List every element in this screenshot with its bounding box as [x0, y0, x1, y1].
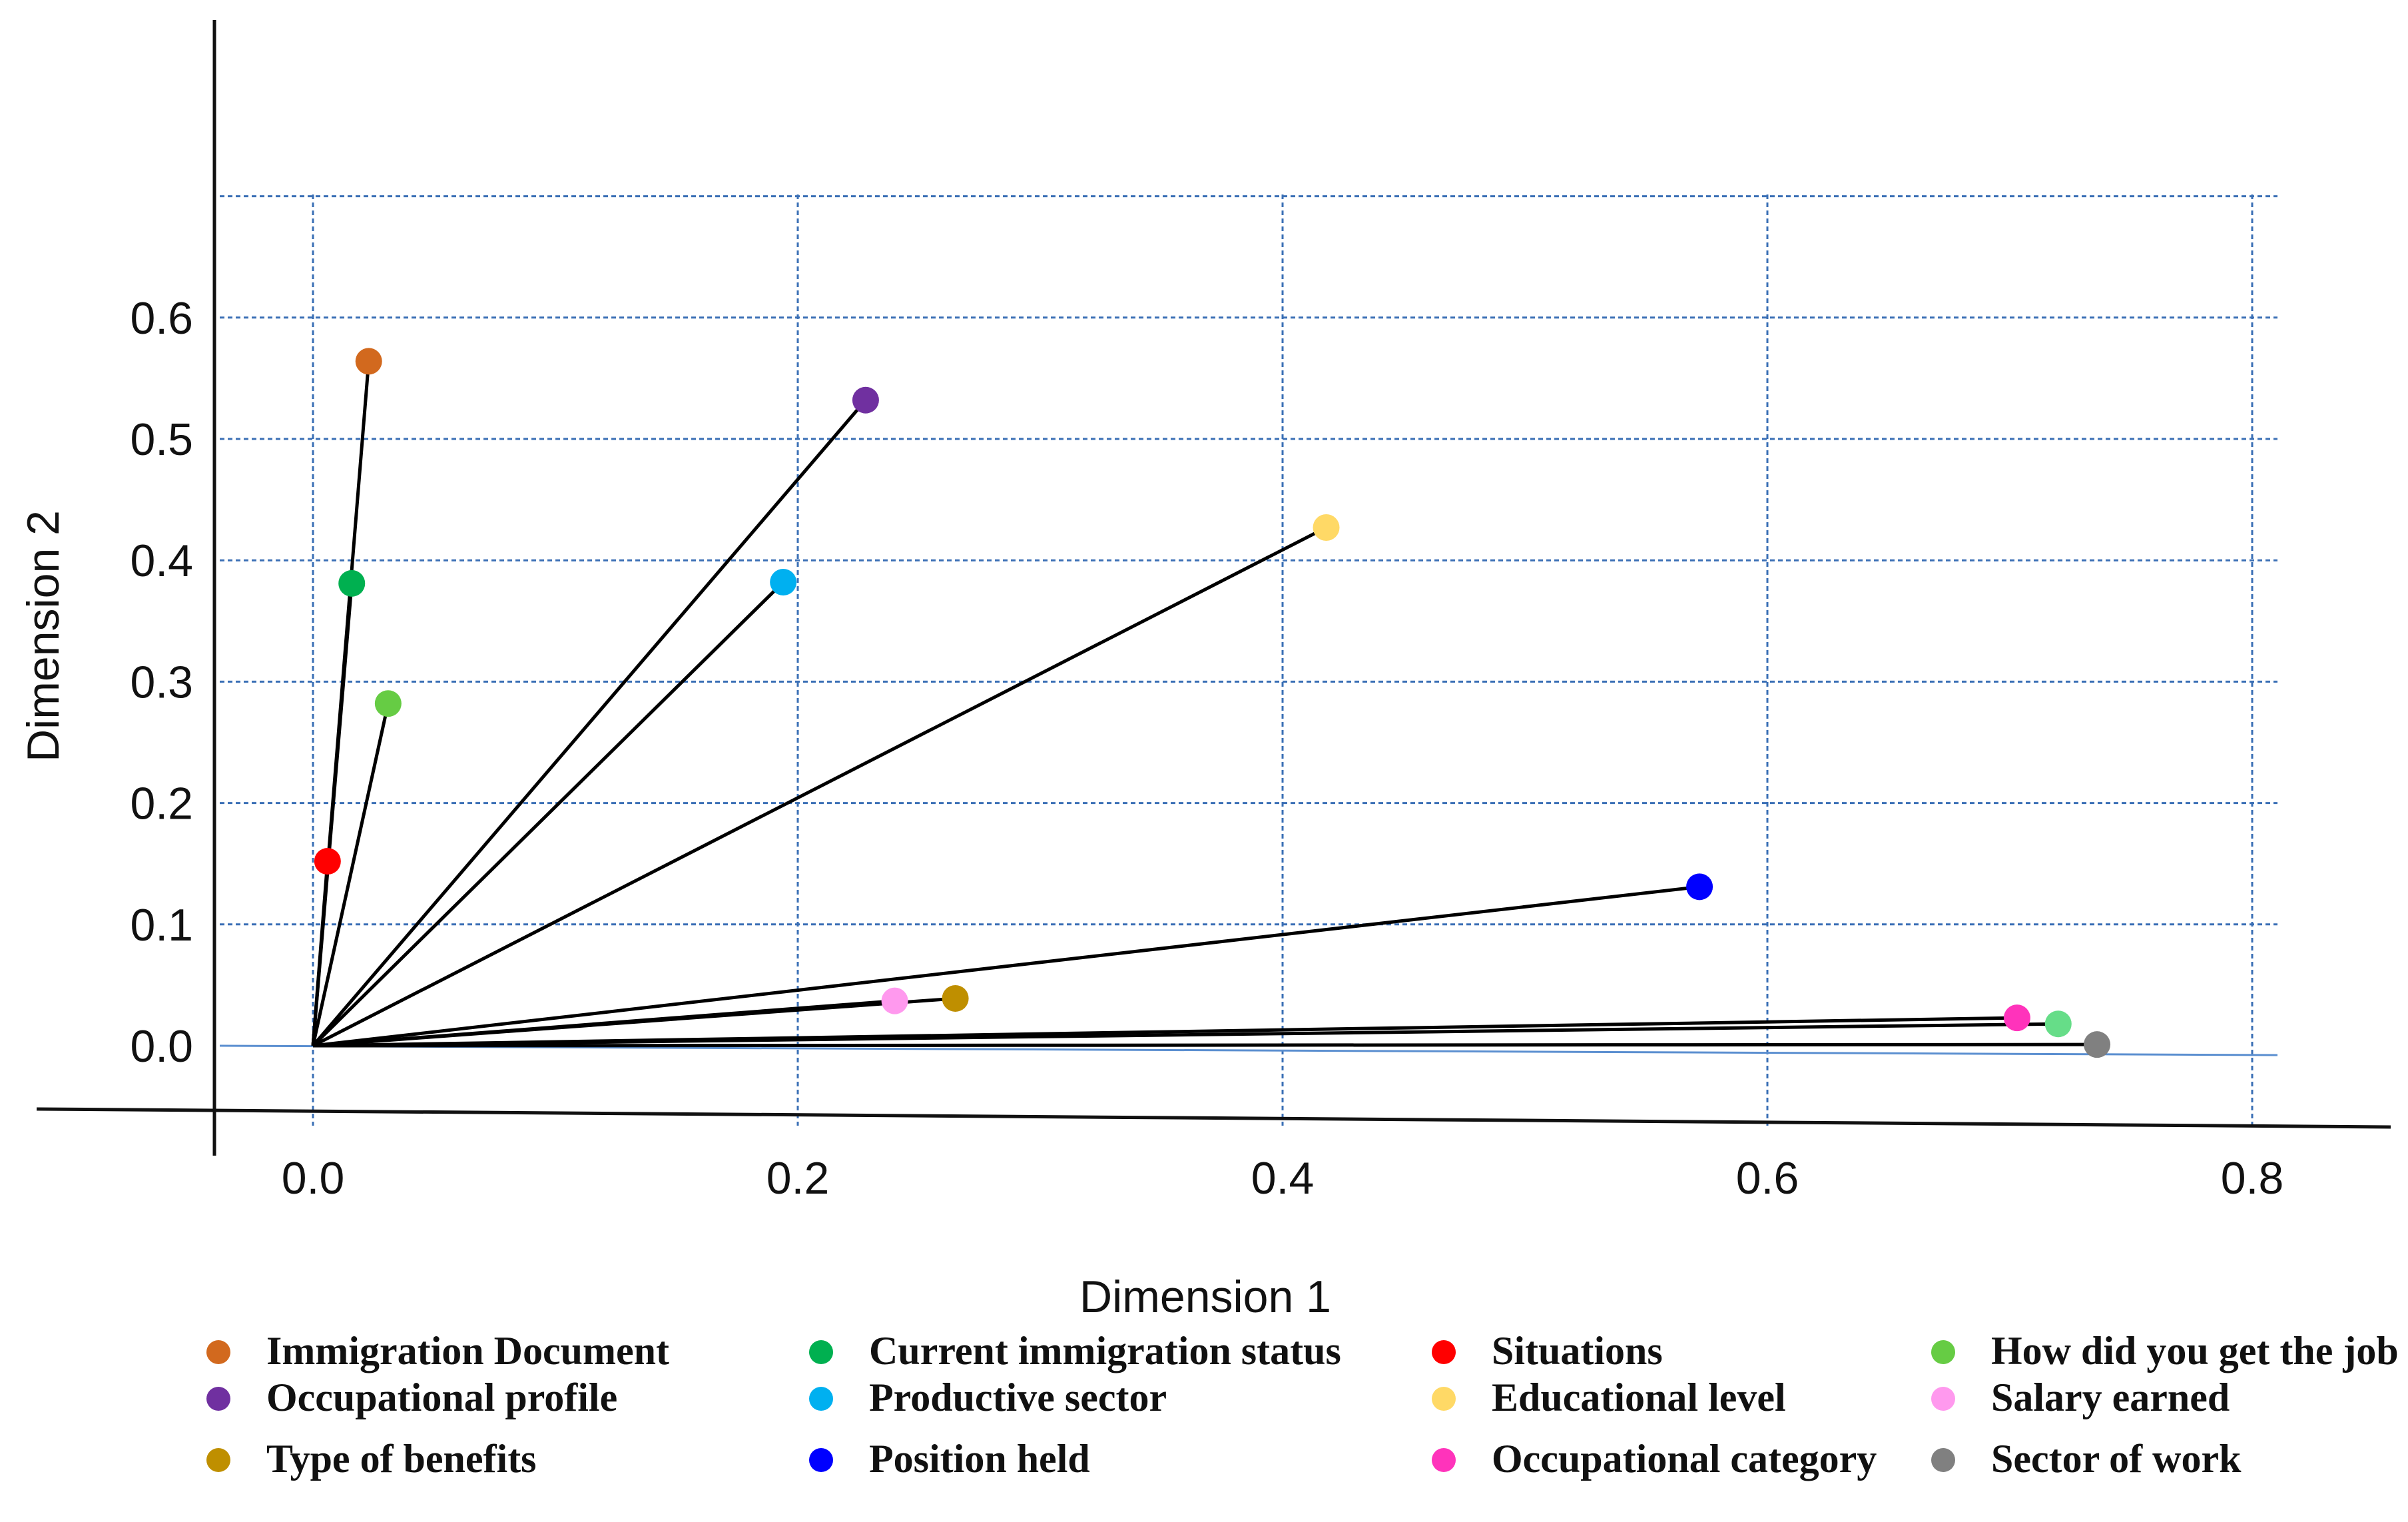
legend-item: Position held	[809, 1437, 1090, 1481]
data-point	[355, 348, 382, 375]
legend-swatch	[809, 1340, 833, 1364]
vector-line	[312, 526, 1327, 1048]
legend: Immigration Document Current immigration …	[206, 1329, 2399, 1481]
data-point	[2003, 1004, 2030, 1032]
zero-line	[219, 1044, 2278, 1056]
legend-item: Salary earned	[1931, 1375, 2230, 1419]
data-point	[770, 568, 797, 595]
legend-label: Type of benefits	[266, 1437, 537, 1481]
tick-labels: 0.0 0.2 0.4 0.6 0.8 0.0 0.1 0.2 0.3 0.4 0.5 0.6	[130, 293, 2283, 1204]
vector-line	[311, 861, 330, 1046]
y-tick-label: 0.4	[130, 536, 193, 586]
legend-item: Type of benefits	[206, 1437, 537, 1481]
legend-label: Occupational category	[1492, 1437, 1877, 1481]
vector-line	[312, 581, 784, 1047]
data-point	[942, 984, 969, 1012]
legend-label: Salary earned	[1991, 1375, 2230, 1419]
legend-swatch	[206, 1387, 230, 1411]
y-tick-label: 0.6	[130, 293, 193, 344]
legend-label: How did you get the job	[1991, 1329, 2399, 1373]
vector-line	[312, 996, 956, 1048]
vector-line	[312, 1042, 2098, 1048]
legend-item: Immigration Document	[206, 1329, 669, 1373]
y-tick-label: 0.3	[130, 657, 193, 707]
legend-swatch	[1432, 1387, 1456, 1411]
x-tick-label: 0.8	[2221, 1153, 2284, 1204]
data-point	[374, 690, 402, 717]
legend-item: Productive sector	[809, 1375, 1167, 1419]
legend-swatch	[1432, 1340, 1456, 1364]
legend-item: Occupational profile	[206, 1375, 617, 1419]
x-tick-label: 0.0	[282, 1153, 345, 1204]
legend-label: Sector of work	[1991, 1437, 2242, 1481]
vectors	[311, 361, 2098, 1048]
data-point	[881, 987, 908, 1014]
vector-line	[311, 703, 390, 1046]
x-axis-line	[36, 1107, 2391, 1129]
legend-label: Productive sector	[869, 1375, 1167, 1419]
legend-swatch	[1931, 1448, 1955, 1472]
legend-item: Educational level	[1432, 1375, 1786, 1419]
data-point	[314, 848, 341, 875]
y-tick-label: 0.1	[130, 900, 193, 951]
legend-label: Immigration Document	[266, 1329, 669, 1373]
data-point	[2044, 1010, 2072, 1038]
data-point	[2084, 1031, 2111, 1058]
data-point	[338, 570, 366, 597]
legend-item: Sector of work	[1931, 1437, 2242, 1481]
y-axis-title: Dimension 2	[18, 510, 69, 762]
legend-swatch	[206, 1340, 230, 1364]
legend-item: Occupational category	[1432, 1437, 1877, 1481]
legend-swatch	[809, 1448, 833, 1472]
legend-item: Situations	[1432, 1329, 1663, 1373]
vector-line	[312, 885, 1700, 1048]
x-tick-label: 0.4	[1251, 1153, 1315, 1204]
legend-swatch	[1432, 1448, 1456, 1472]
data-point	[1313, 514, 1340, 542]
grid	[219, 194, 2278, 1126]
legend-label: Educational level	[1492, 1375, 1786, 1419]
data-point	[852, 386, 879, 414]
y-tick-label: 0.2	[130, 779, 193, 829]
vector-line	[312, 399, 867, 1047]
x-tick-label: 0.6	[1736, 1153, 1799, 1204]
legend-label: Situations	[1492, 1329, 1663, 1373]
legend-item: How did you get the job	[1931, 1329, 2399, 1373]
points	[314, 348, 2111, 1058]
vector-line	[312, 1022, 2058, 1048]
legend-label: Position held	[869, 1437, 1090, 1481]
legend-swatch	[206, 1448, 230, 1472]
y-tick-label: 0.5	[130, 414, 193, 465]
legend-label: Occupational profile	[266, 1375, 617, 1419]
legend-swatch	[1931, 1387, 1955, 1411]
y-tick-label: 0.0	[130, 1021, 193, 1072]
x-axis-title: Dimension 1	[1079, 1272, 1331, 1322]
x-tick-label: 0.2	[766, 1153, 830, 1204]
data-point	[1686, 873, 1713, 901]
axes	[36, 20, 2391, 1156]
legend-item: Current immigration status	[809, 1329, 1341, 1373]
legend-label: Current immigration status	[869, 1329, 1341, 1373]
legend-swatch	[809, 1387, 833, 1411]
legend-swatch	[1931, 1340, 1955, 1364]
